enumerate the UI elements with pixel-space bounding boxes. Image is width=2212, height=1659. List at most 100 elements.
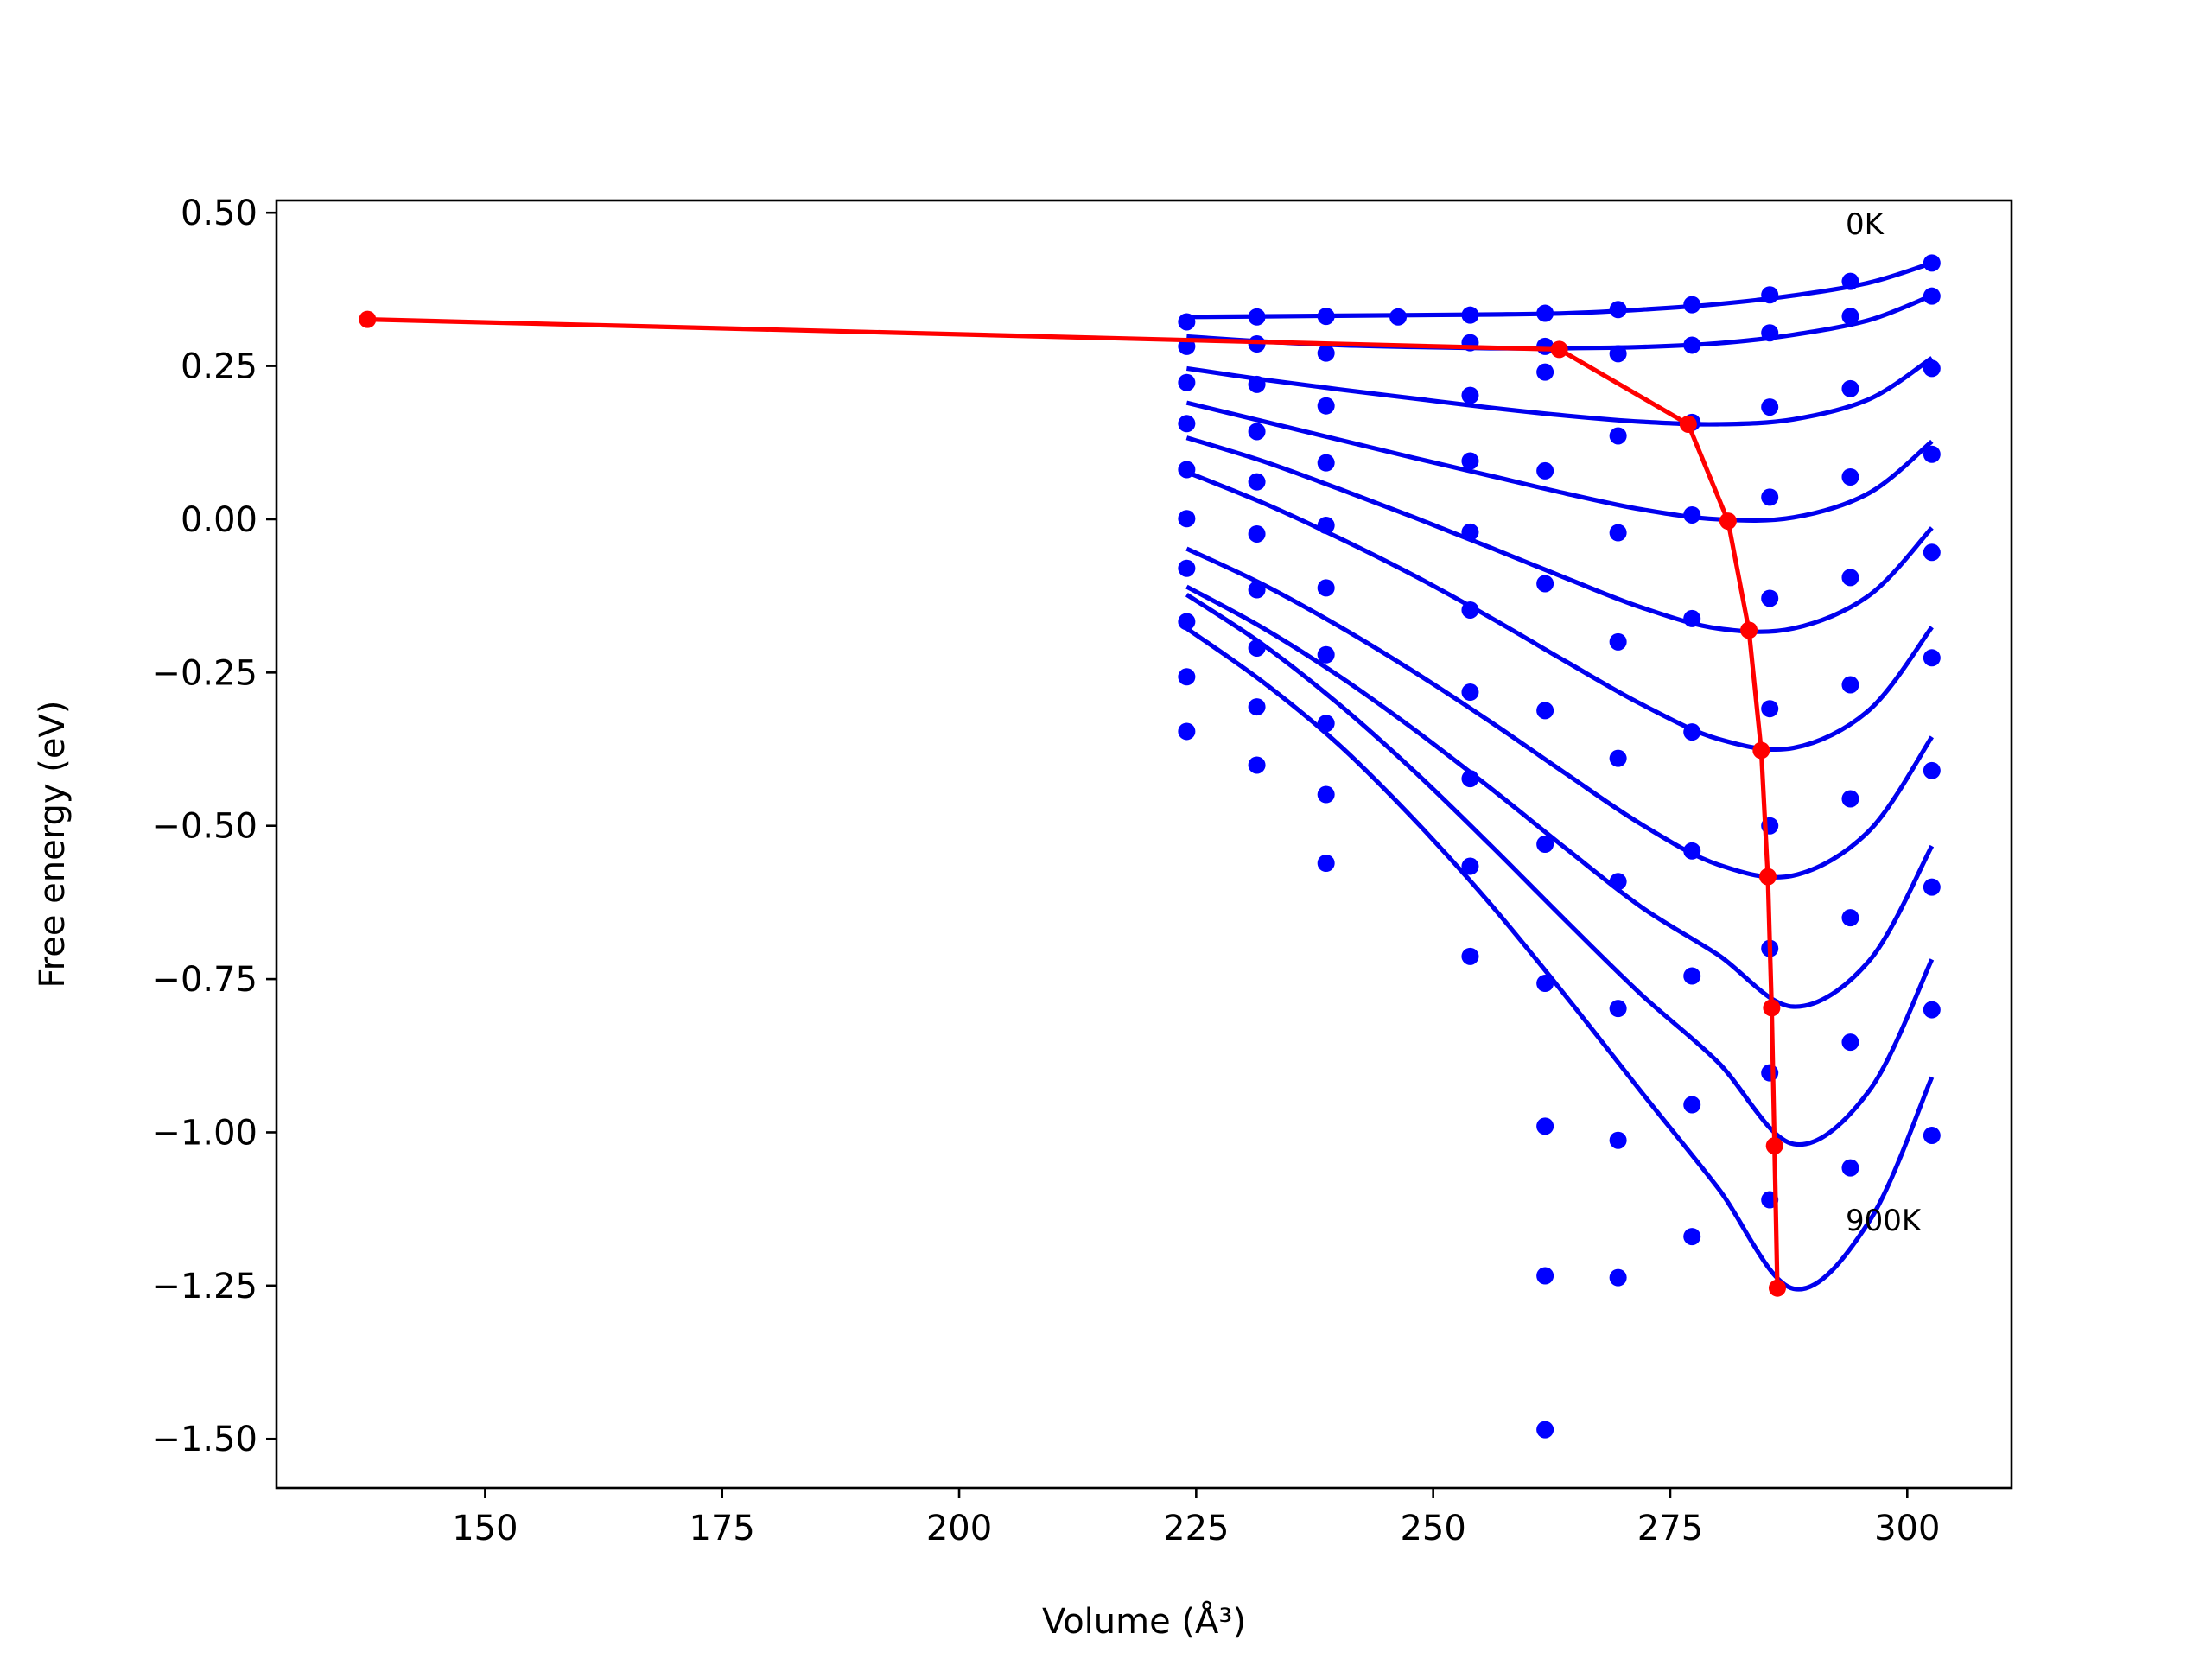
data-point	[1178, 313, 1196, 331]
data-point	[1178, 722, 1196, 741]
data-point	[1178, 559, 1196, 577]
y-tick-label: −1.25	[151, 1267, 257, 1306]
equilibrium-point	[1679, 415, 1697, 433]
y-tick-label: −1.50	[151, 1420, 257, 1459]
plot-frame	[275, 199, 2013, 1490]
y-axis: 0.50 0.25 0.00 −0.25 −0.50 −0.75 −1.00 −1.25 −1.…	[151, 194, 276, 1459]
x-axis: 150 175 200 225 250 275 300	[452, 1488, 1940, 1548]
data-point	[1609, 345, 1627, 363]
data-point	[1461, 452, 1479, 470]
data-point	[1178, 613, 1196, 631]
data-point	[1317, 645, 1335, 664]
equilibrium-point	[1768, 1279, 1786, 1297]
data-point	[1317, 854, 1335, 872]
equilibrium-point	[1763, 999, 1781, 1017]
data-point	[1461, 857, 1479, 875]
data-point	[1923, 761, 1941, 779]
data-point	[1248, 756, 1266, 774]
data-point	[1923, 445, 1941, 463]
data-point	[1841, 1033, 1859, 1052]
fit-curve-1	[1186, 260, 1933, 320]
data-point	[1609, 427, 1627, 445]
data-point	[1841, 467, 1859, 486]
data-point	[1389, 308, 1408, 326]
x-tick-label: 175	[690, 1509, 755, 1548]
data-point	[1609, 632, 1627, 651]
data-point	[1248, 581, 1266, 599]
data-point	[1178, 373, 1196, 391]
data-point	[1536, 461, 1554, 480]
data-point	[1536, 304, 1554, 322]
data-point	[1683, 505, 1701, 524]
data-point	[1317, 308, 1335, 326]
x-tick-label: 225	[1163, 1509, 1229, 1548]
data-point	[1248, 423, 1266, 441]
data-point	[1923, 878, 1941, 896]
data-point	[1461, 770, 1479, 788]
data-point	[1248, 639, 1266, 657]
data-point	[1683, 967, 1701, 985]
data-point	[1317, 454, 1335, 472]
data-point	[1841, 272, 1859, 290]
data-point	[1609, 1000, 1627, 1018]
data-point	[1248, 308, 1266, 326]
equilibrium-line	[359, 310, 1786, 1297]
data-point	[1761, 700, 1779, 718]
data-point	[1536, 1421, 1554, 1439]
annotation-label: 0K	[1846, 207, 1885, 242]
data-point	[1923, 1127, 1941, 1145]
equilibrium-point	[359, 310, 377, 328]
fit-curve-7	[1185, 546, 1934, 880]
fit-curve-5	[1185, 435, 1934, 634]
data-point	[1317, 785, 1335, 804]
equilibrium-point	[1550, 340, 1568, 359]
data-point	[1248, 524, 1266, 543]
equilibrium-point	[1765, 1137, 1783, 1155]
data-point	[1536, 1267, 1554, 1285]
equilibrium-point	[1740, 621, 1758, 639]
data-point	[1536, 363, 1554, 381]
y-tick-label: 0.25	[181, 347, 257, 387]
fit-curve-4	[1185, 400, 1934, 523]
x-tick-label: 275	[1637, 1509, 1703, 1548]
y-tick-label: −1.00	[151, 1113, 257, 1153]
data-point	[1317, 397, 1335, 415]
data-point	[1683, 336, 1701, 354]
x-tick-label: 250	[1400, 1509, 1465, 1548]
x-tick-label: 200	[926, 1509, 992, 1548]
data-point	[1536, 337, 1554, 355]
data-point	[1841, 1159, 1859, 1177]
data-point	[1178, 668, 1196, 686]
fit-curve-10	[1185, 626, 1935, 1292]
data-point	[1609, 1131, 1627, 1149]
annotation-label: 900K	[1846, 1204, 1923, 1238]
data-point	[1841, 569, 1859, 587]
equilibrium-point	[1719, 512, 1737, 531]
data-point	[1248, 698, 1266, 716]
equilibrium-line-path	[367, 317, 1780, 1288]
data-point	[1841, 909, 1859, 927]
equilibrium-point	[1752, 741, 1770, 760]
data-point	[1609, 301, 1627, 319]
fit-curve-8	[1185, 584, 1935, 1009]
x-tick-label: 150	[452, 1509, 518, 1548]
data-point	[1609, 524, 1627, 542]
fit-curve-9	[1185, 593, 1935, 1147]
data-point	[1536, 975, 1554, 993]
data-point	[1923, 359, 1941, 378]
y-tick-label: −0.50	[151, 807, 257, 847]
data-point	[1178, 510, 1196, 528]
data-point	[1536, 836, 1554, 853]
data-point	[1609, 1268, 1627, 1287]
data-point	[1609, 749, 1627, 767]
data-point	[1461, 306, 1479, 324]
data-point	[1461, 947, 1479, 965]
data-point	[1761, 1064, 1779, 1082]
data-point	[1683, 1228, 1701, 1246]
data-point	[1923, 1001, 1941, 1019]
data-point	[1609, 873, 1627, 891]
data-point	[1461, 386, 1479, 404]
fit-curve-3	[1186, 356, 1934, 427]
data-point	[1761, 589, 1779, 607]
